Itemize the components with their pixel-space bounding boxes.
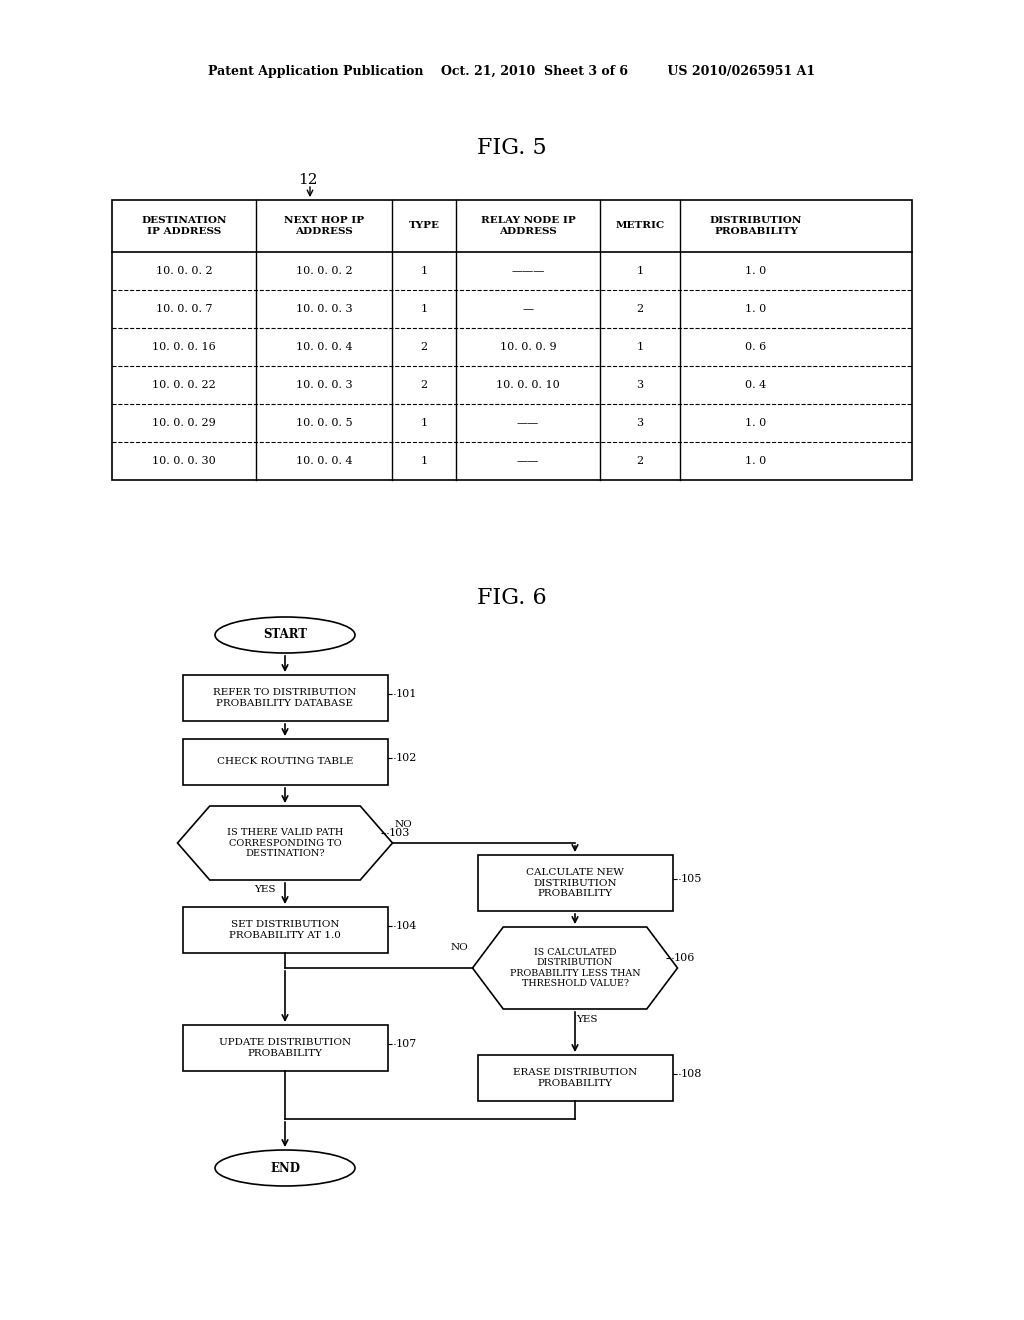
Text: 1: 1 — [421, 267, 428, 276]
Text: UPDATE DISTRIBUTION
PROBABILITY: UPDATE DISTRIBUTION PROBABILITY — [219, 1039, 351, 1057]
Text: 1. 0: 1. 0 — [745, 267, 767, 276]
Text: 10. 0. 0. 2: 10. 0. 0. 2 — [156, 267, 212, 276]
Text: 10. 0. 0. 16: 10. 0. 0. 16 — [153, 342, 216, 352]
Text: 10. 0. 0. 10: 10. 0. 0. 10 — [496, 380, 560, 389]
Text: 102: 102 — [395, 752, 417, 763]
Text: NO: NO — [451, 942, 469, 952]
Text: 10. 0. 0. 5: 10. 0. 0. 5 — [296, 418, 352, 428]
Text: 1: 1 — [421, 455, 428, 466]
Text: 2: 2 — [637, 455, 643, 466]
Text: RELAY NODE IP
ADDRESS: RELAY NODE IP ADDRESS — [480, 216, 575, 236]
Text: 2: 2 — [637, 304, 643, 314]
Polygon shape — [177, 807, 392, 880]
Text: METRIC: METRIC — [615, 222, 665, 231]
Text: REFER TO DISTRIBUTION
PROBABILITY DATABASE: REFER TO DISTRIBUTION PROBABILITY DATABA… — [213, 688, 356, 708]
Text: 103: 103 — [388, 828, 410, 838]
Text: SET DISTRIBUTION
PROBABILITY AT 1.0: SET DISTRIBUTION PROBABILITY AT 1.0 — [229, 920, 341, 940]
Ellipse shape — [215, 1150, 355, 1185]
Text: 1: 1 — [421, 304, 428, 314]
Text: END: END — [270, 1162, 300, 1175]
Text: 1. 0: 1. 0 — [745, 304, 767, 314]
Bar — [182, 1026, 387, 1071]
Text: ———: ——— — [511, 267, 545, 276]
Text: —: — — [522, 304, 534, 314]
Bar — [477, 1055, 673, 1101]
Text: 1. 0: 1. 0 — [745, 455, 767, 466]
Text: FIG. 5: FIG. 5 — [477, 137, 547, 158]
Text: 1. 0: 1. 0 — [745, 418, 767, 428]
Text: 0. 6: 0. 6 — [745, 342, 767, 352]
Text: 106: 106 — [674, 953, 695, 964]
Text: DISTRIBUTION
PROBABILITY: DISTRIBUTION PROBABILITY — [710, 216, 802, 236]
Polygon shape — [472, 927, 678, 1008]
Text: 10. 0. 0. 29: 10. 0. 0. 29 — [153, 418, 216, 428]
Text: 10. 0. 0. 22: 10. 0. 0. 22 — [153, 380, 216, 389]
Bar — [112, 201, 912, 480]
Text: 10. 0. 0. 7: 10. 0. 0. 7 — [156, 304, 212, 314]
Bar — [182, 739, 387, 785]
Text: 10. 0. 0. 9: 10. 0. 0. 9 — [500, 342, 556, 352]
Bar — [182, 907, 387, 953]
Text: DESTINATION
IP ADDRESS: DESTINATION IP ADDRESS — [141, 216, 226, 236]
Text: 108: 108 — [681, 1069, 701, 1078]
Text: NEXT HOP IP
ADDRESS: NEXT HOP IP ADDRESS — [284, 216, 365, 236]
Text: YES: YES — [577, 1015, 598, 1023]
Text: 3: 3 — [637, 418, 643, 428]
Text: 0. 4: 0. 4 — [745, 380, 767, 389]
Text: 10. 0. 0. 30: 10. 0. 0. 30 — [153, 455, 216, 466]
Text: Patent Application Publication    Oct. 21, 2010  Sheet 3 of 6         US 2010/02: Patent Application Publication Oct. 21, … — [209, 66, 815, 78]
Text: 1: 1 — [421, 418, 428, 428]
Text: ——: —— — [517, 455, 539, 466]
Text: 2: 2 — [421, 380, 428, 389]
Text: 105: 105 — [681, 874, 701, 884]
Text: 10. 0. 0. 4: 10. 0. 0. 4 — [296, 342, 352, 352]
Text: TYPE: TYPE — [409, 222, 439, 231]
Bar — [477, 855, 673, 911]
Text: 101: 101 — [395, 689, 417, 700]
Text: FIG. 6: FIG. 6 — [477, 587, 547, 609]
Text: 1: 1 — [637, 342, 643, 352]
Text: 10. 0. 0. 4: 10. 0. 0. 4 — [296, 455, 352, 466]
Bar — [182, 675, 387, 721]
Text: 104: 104 — [395, 921, 417, 931]
Text: START: START — [263, 628, 307, 642]
Text: IS THERE VALID PATH
CORRESPONDING TO
DESTINATION?: IS THERE VALID PATH CORRESPONDING TO DES… — [226, 828, 343, 858]
Text: CHECK ROUTING TABLE: CHECK ROUTING TABLE — [217, 758, 353, 767]
Text: 12: 12 — [298, 173, 317, 187]
Text: IS CALCULATED
DISTRIBUTION
PROBABILITY LESS THAN
THRESHOLD VALUE?: IS CALCULATED DISTRIBUTION PROBABILITY L… — [510, 948, 640, 989]
Text: 107: 107 — [395, 1039, 417, 1049]
Text: ——: —— — [517, 418, 539, 428]
Text: 2: 2 — [421, 342, 428, 352]
Text: ERASE DISTRIBUTION
PROBABILITY: ERASE DISTRIBUTION PROBABILITY — [513, 1068, 637, 1088]
Text: 10. 0. 0. 2: 10. 0. 0. 2 — [296, 267, 352, 276]
Text: NO: NO — [394, 820, 413, 829]
Text: CALCULATE NEW
DISTRIBUTION
PROBABILITY: CALCULATE NEW DISTRIBUTION PROBABILITY — [526, 869, 624, 898]
Text: 10. 0. 0. 3: 10. 0. 0. 3 — [296, 304, 352, 314]
Text: 1: 1 — [637, 267, 643, 276]
Text: 10. 0. 0. 3: 10. 0. 0. 3 — [296, 380, 352, 389]
Text: YES: YES — [254, 886, 275, 895]
Ellipse shape — [215, 616, 355, 653]
Text: 3: 3 — [637, 380, 643, 389]
